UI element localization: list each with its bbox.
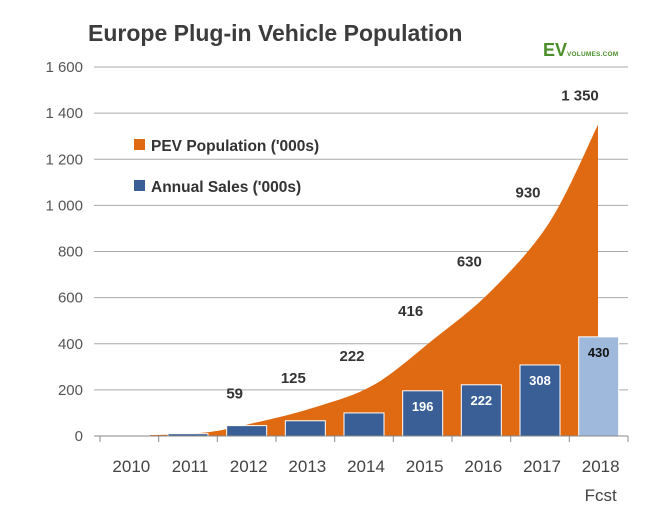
sales-bar	[460, 384, 502, 437]
population-label: 630	[457, 254, 482, 271]
x-tick-label: 2018	[582, 457, 620, 476]
sales-bars	[108, 336, 620, 437]
sales-bar	[343, 412, 385, 437]
population-label: 222	[339, 348, 364, 365]
legend-label-sales: Annual Sales ('000s)	[151, 179, 301, 196]
sales-bar-label: 196	[412, 399, 434, 414]
brand-logo-sub: VOLUMES.COM	[567, 51, 619, 58]
y-tick-label: 1 400	[45, 105, 83, 122]
sales-bar-forecast	[578, 336, 620, 437]
brand-logo-main: EV	[543, 40, 568, 60]
sales-bar-label: 430	[588, 345, 610, 360]
x-tick-label: 2016	[464, 457, 502, 476]
y-tick-label: 200	[58, 382, 83, 399]
population-area-layer	[108, 124, 598, 436]
legend-swatch-sales	[134, 180, 145, 191]
legend-label-population: PEV Population ('000s)	[151, 138, 319, 155]
y-tick-label: 400	[58, 336, 83, 353]
population-label: 416	[398, 303, 423, 320]
legend-swatch-population	[134, 139, 145, 150]
population-label: 125	[281, 370, 306, 387]
x-tick-label: 2017	[523, 457, 561, 476]
sales-bar	[402, 390, 444, 437]
sales-bar	[284, 420, 326, 437]
legend: PEV Population ('000s) Annual Sales ('000…	[134, 138, 319, 196]
chart-title: Europe Plug-in Vehicle Population	[88, 20, 463, 46]
y-tick-label: 1 000	[45, 197, 83, 214]
sales-bar-label: 222	[470, 393, 492, 408]
x-axis-ticks: 2010 2011 2012 2013 2014 2015 2016 2017 2018 Fcst	[94, 435, 629, 505]
sales-bar	[226, 425, 268, 437]
x-tick-label: 2010	[112, 457, 150, 476]
y-tick-label: 1 600	[45, 59, 83, 76]
y-tick-label: 600	[58, 290, 83, 307]
population-label: 930	[515, 185, 540, 202]
population-area	[108, 124, 598, 436]
x-tick-label: 2014	[347, 457, 385, 476]
brand-logo: EVVOLUMES.COM	[543, 40, 618, 61]
y-axis-ticks: 0 200 400 600 800 1 000 1 200 1 400 1 600	[45, 59, 83, 445]
x-tick-label: 2012	[230, 457, 268, 476]
y-tick-label: 1 200	[45, 151, 83, 168]
y-tick-label: 800	[58, 244, 83, 261]
sales-bar-label: 308	[529, 373, 551, 388]
x-tick-label: 2011	[172, 457, 209, 476]
population-label: 59	[226, 385, 243, 402]
x-tick-label: 2013	[288, 457, 326, 476]
y-tick-label: 0	[75, 428, 83, 445]
population-label: 1 350	[561, 88, 599, 105]
x-tick-sublabel: Fcst	[585, 486, 617, 505]
x-tick-label: 2015	[406, 457, 444, 476]
sales-bar	[519, 364, 561, 437]
data-labels: 196 222 308 430 59 125 222 416 630 930 1 350	[226, 88, 609, 414]
